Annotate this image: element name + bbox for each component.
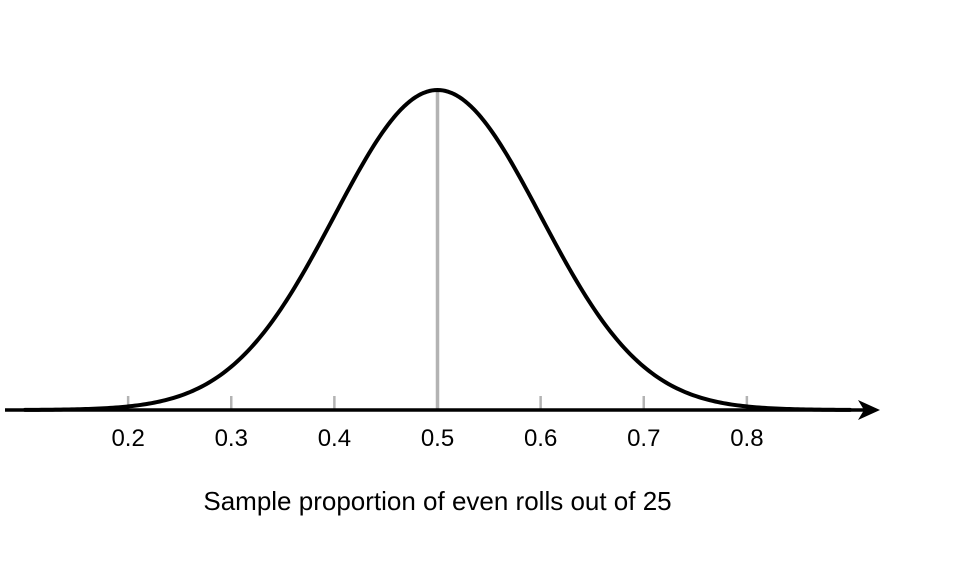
tick-label: 0.5 bbox=[421, 425, 454, 452]
tick-label: 0.3 bbox=[215, 425, 248, 452]
normal-curve-chart: 0.2 0.3 0.4 0.5 0.6 0.7 0.8 Sample proportion … bbox=[0, 0, 960, 576]
x-axis-title: Sample proportion of even rolls out of 2… bbox=[203, 486, 671, 516]
tick-label: 0.6 bbox=[524, 425, 557, 452]
tick-label: 0.2 bbox=[111, 425, 144, 452]
tick-label: 0.8 bbox=[730, 425, 763, 452]
tick-label: 0.7 bbox=[627, 425, 660, 452]
x-axis bbox=[5, 400, 880, 420]
tick-label: 0.4 bbox=[318, 425, 351, 452]
tick-labels: 0.2 0.3 0.4 0.5 0.6 0.7 0.8 bbox=[111, 425, 763, 452]
